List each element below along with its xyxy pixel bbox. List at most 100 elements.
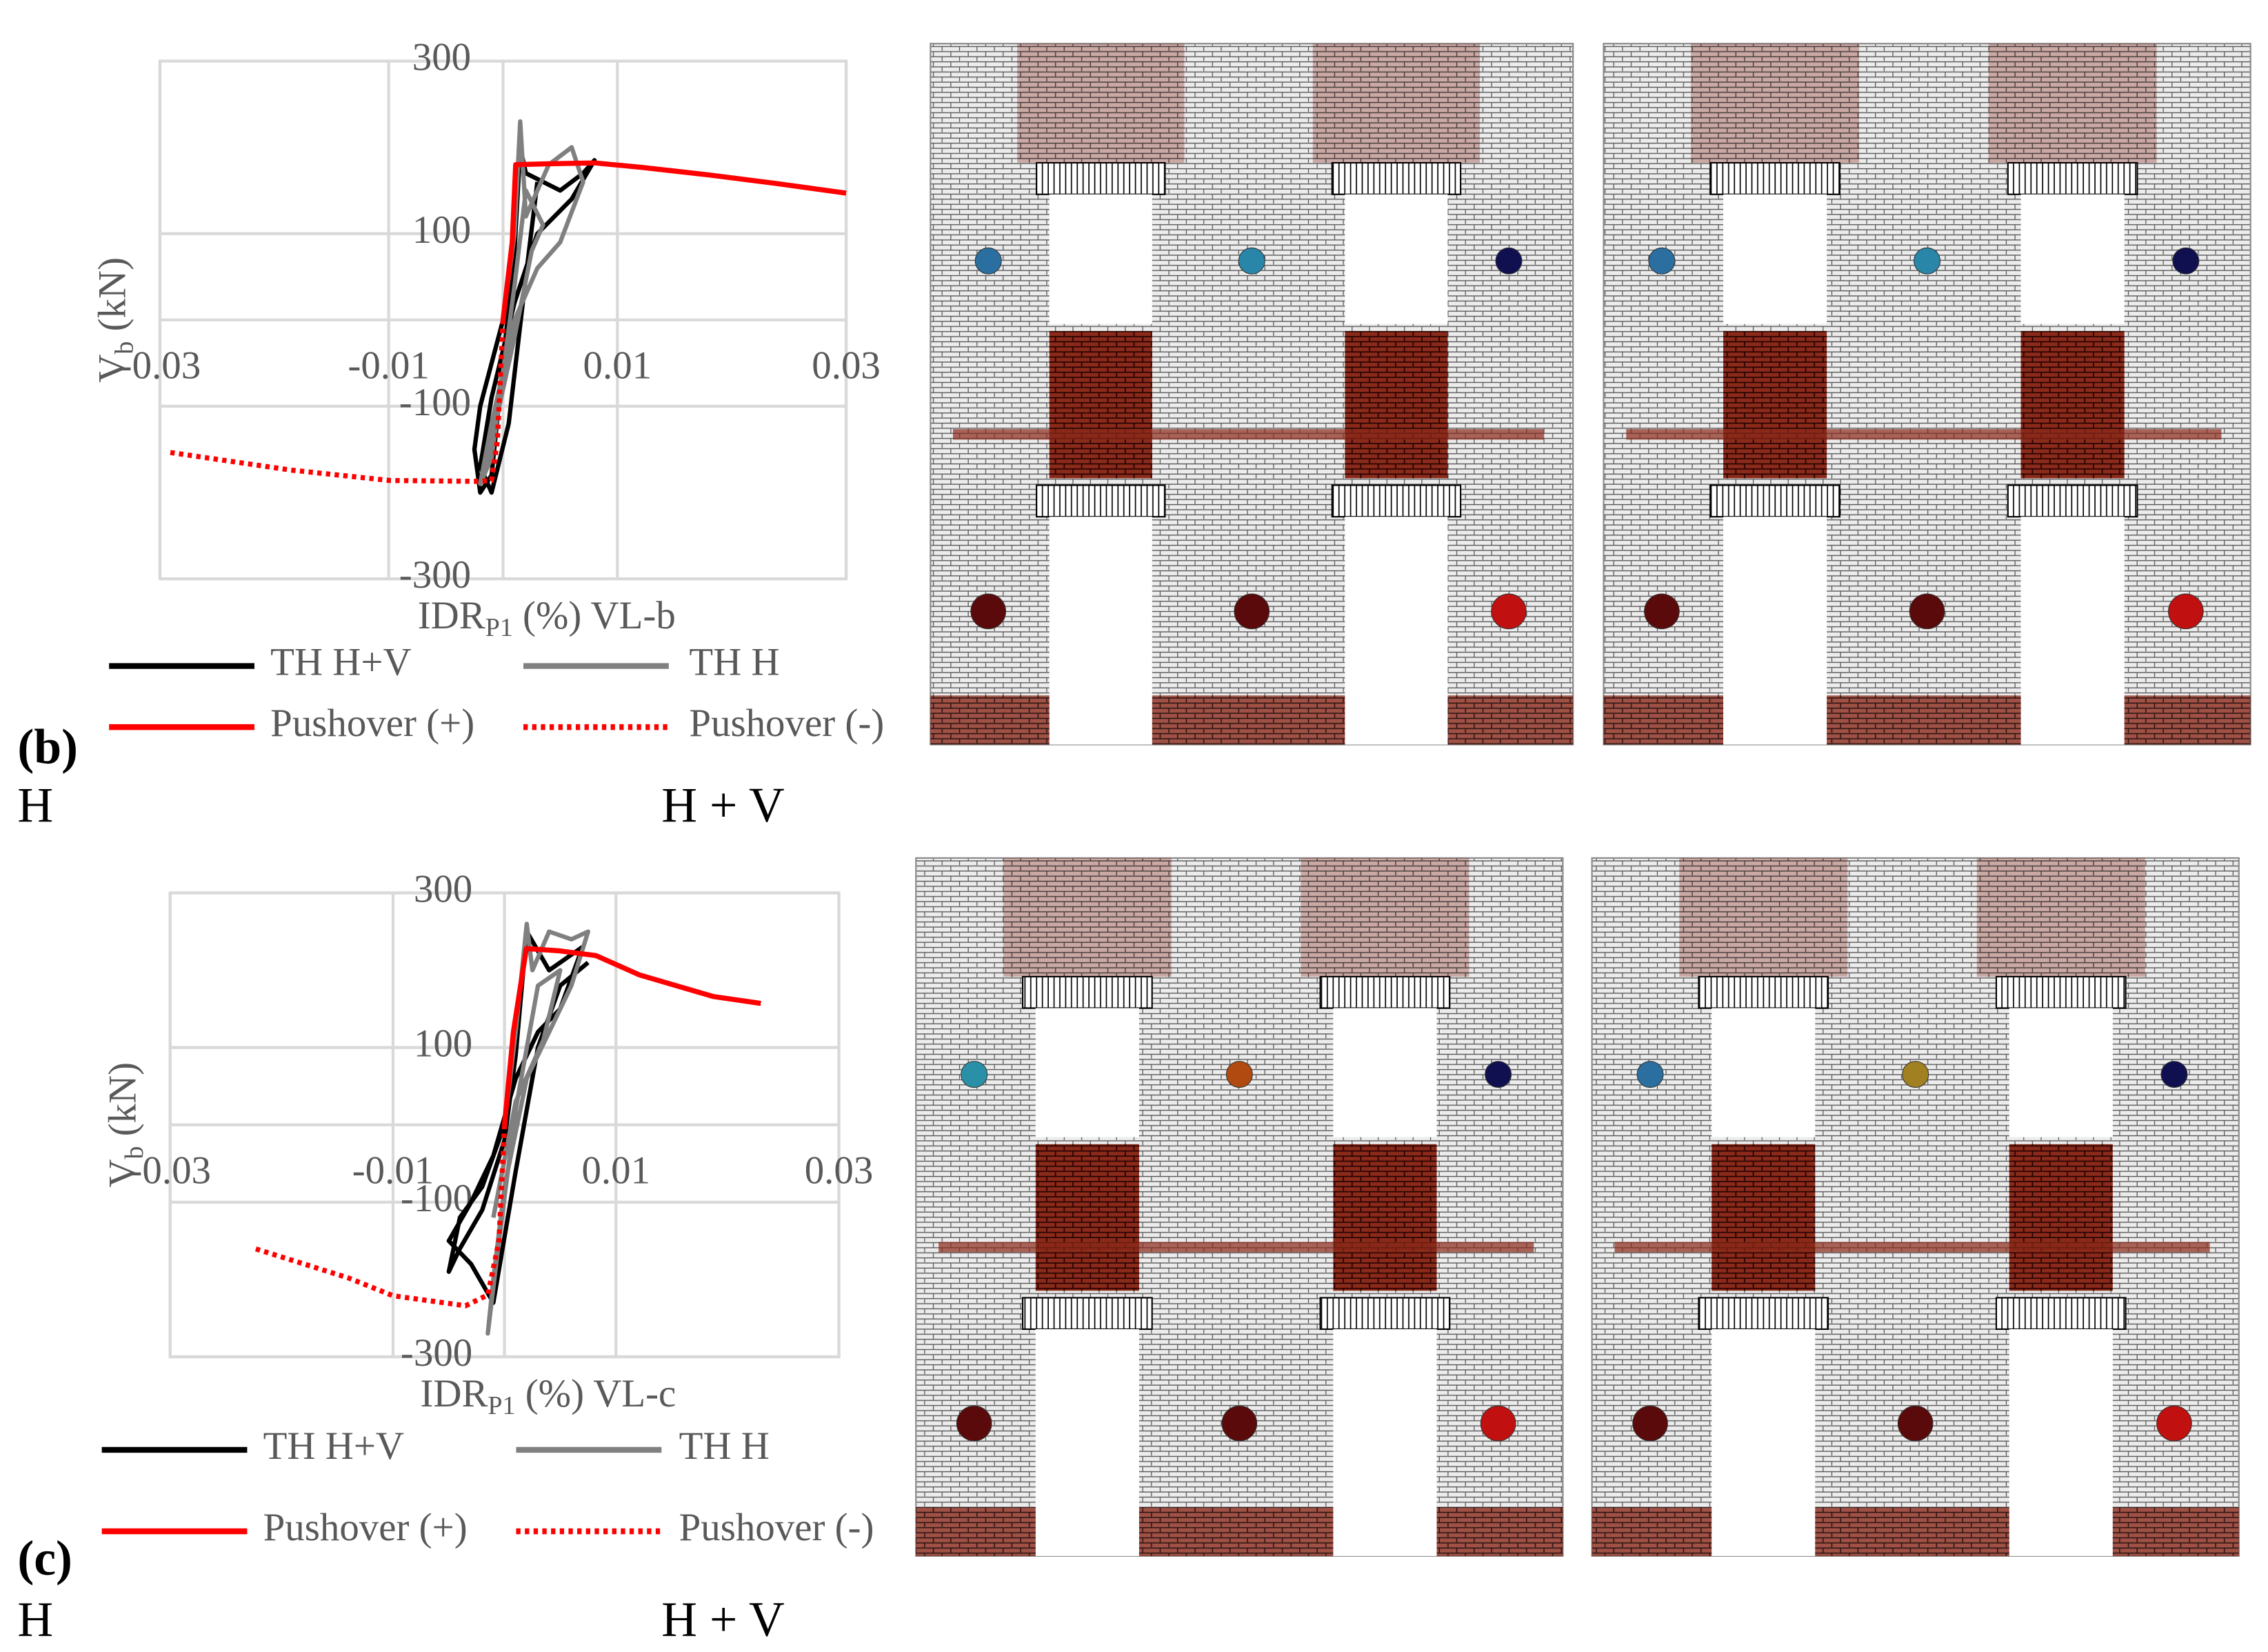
x-tick-label: 0.03 bbox=[805, 1148, 874, 1192]
damage bbox=[2112, 1507, 2239, 1556]
damage bbox=[1301, 857, 1469, 977]
window bbox=[1345, 194, 1448, 324]
monitor-point bbox=[2160, 1061, 2188, 1088]
series-line bbox=[446, 929, 590, 1305]
damage bbox=[1815, 1507, 2009, 1556]
damage bbox=[1912, 1242, 2210, 1253]
lintel bbox=[1709, 161, 1840, 195]
series-line bbox=[500, 160, 847, 321]
monitor-point bbox=[1491, 593, 1527, 630]
lintel bbox=[1995, 975, 2127, 1009]
lintel bbox=[1709, 484, 1840, 518]
monitor-point bbox=[970, 593, 1007, 630]
lintel bbox=[1331, 161, 1462, 195]
caption: H bbox=[17, 1591, 53, 1646]
legend-label: Pushover (-) bbox=[679, 1506, 874, 1549]
monitor-point bbox=[1909, 593, 1945, 630]
damage bbox=[1976, 857, 2145, 977]
monitor-point bbox=[1644, 593, 1680, 630]
damage bbox=[1923, 429, 2222, 440]
y-axis-title: Vb (kN) bbox=[91, 257, 139, 383]
monitor-point bbox=[1897, 1405, 1934, 1442]
damage bbox=[1712, 1144, 1816, 1291]
window bbox=[1712, 1008, 1816, 1137]
door bbox=[1049, 517, 1152, 745]
damage bbox=[1152, 695, 1345, 745]
legend-label: TH H bbox=[679, 1424, 770, 1468]
damage bbox=[1035, 1144, 1139, 1291]
damage bbox=[1345, 330, 1448, 479]
x-axis-title-part: IDR bbox=[420, 1372, 488, 1415]
x-tick-label: 0.01 bbox=[583, 344, 652, 388]
monitor-point bbox=[1238, 247, 1265, 275]
monitor-point bbox=[1480, 1405, 1516, 1442]
damage bbox=[2020, 330, 2125, 479]
x-tick-label: -0.01 bbox=[348, 344, 430, 388]
window bbox=[1333, 1008, 1437, 1137]
monitor-point bbox=[961, 1061, 988, 1088]
x-axis-title-part: P1 bbox=[485, 613, 513, 642]
monitor-point bbox=[1648, 247, 1676, 275]
series-line bbox=[254, 1124, 508, 1308]
x-axis-title: IDRP1 (%) VL-b bbox=[418, 594, 676, 641]
x-tick-label: 0.01 bbox=[581, 1148, 650, 1192]
legend-label: Pushover (+) bbox=[270, 701, 474, 745]
damage bbox=[1691, 43, 1860, 163]
door bbox=[1333, 1328, 1437, 1556]
x-axis-title: IDRP1 (%) VL-c bbox=[420, 1372, 676, 1420]
door bbox=[1712, 1328, 1816, 1556]
damage-map bbox=[1603, 43, 2251, 746]
damage bbox=[2009, 1144, 2113, 1291]
damage bbox=[952, 429, 1249, 440]
legend-label: TH H+V bbox=[263, 1424, 404, 1468]
window bbox=[2020, 194, 2125, 324]
monitor-point bbox=[1221, 1405, 1258, 1442]
monitor-point bbox=[1632, 1405, 1668, 1442]
monitor-point bbox=[1914, 247, 1941, 275]
damage bbox=[1827, 695, 2021, 745]
y-tick-label: 100 bbox=[412, 208, 471, 252]
door bbox=[2009, 1328, 2113, 1556]
x-axis-title-part: IDR bbox=[418, 594, 485, 637]
legend-label: TH H bbox=[689, 641, 779, 684]
caption: H + V bbox=[661, 1591, 784, 1646]
window bbox=[1723, 194, 1827, 324]
monitor-point bbox=[1902, 1061, 1929, 1088]
damage bbox=[1447, 695, 1574, 745]
damage bbox=[1603, 695, 1724, 745]
window bbox=[2009, 1008, 2113, 1137]
lintel bbox=[1036, 161, 1166, 195]
y-tick-label: 100 bbox=[414, 1022, 472, 1066]
window bbox=[1049, 194, 1152, 324]
lintel bbox=[1331, 484, 1462, 518]
x-axis-title-part: (%) VL-b bbox=[513, 594, 676, 637]
panel-label: (b) bbox=[17, 719, 78, 774]
damage bbox=[916, 1507, 1036, 1556]
monitor-point bbox=[2172, 247, 2200, 275]
monitor-point bbox=[1485, 1061, 1512, 1088]
x-tick-label: -0.01 bbox=[352, 1148, 434, 1192]
lintel bbox=[1022, 975, 1153, 1009]
x-tick-label: 0.03 bbox=[812, 344, 881, 388]
lintel bbox=[1698, 1297, 1829, 1331]
door bbox=[1345, 517, 1448, 745]
lintel bbox=[1995, 1297, 2127, 1331]
y-axis-title-part: (kN) bbox=[91, 257, 134, 341]
monitor-point bbox=[1495, 247, 1523, 275]
lintel bbox=[2007, 484, 2138, 518]
y-axis-title-part: b bbox=[120, 1146, 149, 1160]
y-tick-label: 300 bbox=[412, 36, 471, 79]
damage bbox=[1312, 43, 1481, 163]
y-axis-title: Vb (kN) bbox=[101, 1062, 149, 1188]
damage bbox=[1626, 429, 1924, 440]
y-tick-label: 300 bbox=[414, 868, 472, 911]
damage bbox=[930, 695, 1050, 745]
door bbox=[1723, 517, 1827, 745]
monitor-point bbox=[2156, 1405, 2192, 1442]
y-tick-label: -100 bbox=[401, 1177, 472, 1220]
lintel bbox=[1036, 484, 1166, 518]
monitor-point bbox=[2168, 593, 2204, 630]
x-tick-label: -0.03 bbox=[129, 1148, 211, 1192]
